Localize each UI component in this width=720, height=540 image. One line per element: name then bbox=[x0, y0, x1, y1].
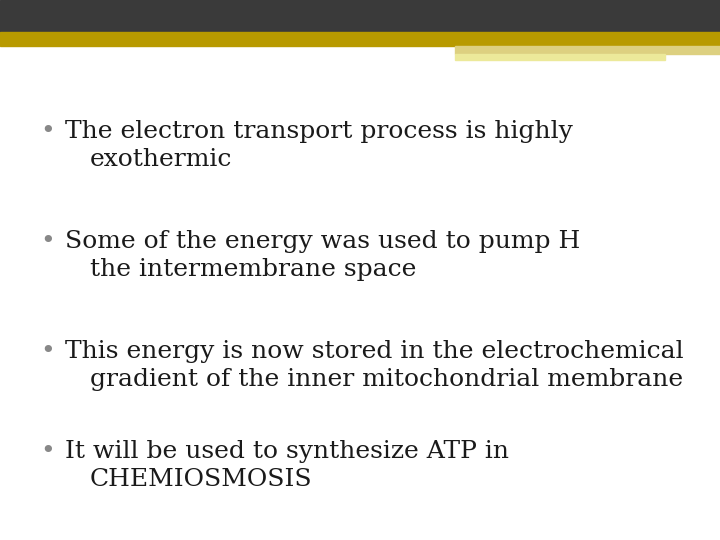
Bar bbox=[0, 32, 720, 46]
Text: Some of the energy was used to pump H: Some of the energy was used to pump H bbox=[65, 230, 580, 253]
Text: It will be used to synthesize ATP in: It will be used to synthesize ATP in bbox=[65, 440, 509, 463]
Text: •: • bbox=[40, 230, 55, 253]
Text: CHEMIOSMOSIS: CHEMIOSMOSIS bbox=[90, 468, 312, 491]
Text: •: • bbox=[40, 440, 55, 463]
Text: •: • bbox=[40, 340, 55, 363]
Bar bbox=[0, 0, 720, 32]
Text: •: • bbox=[40, 120, 55, 143]
Text: gradient of the inner mitochondrial membrane: gradient of the inner mitochondrial memb… bbox=[90, 368, 683, 391]
Text: The electron transport process is highly: The electron transport process is highly bbox=[65, 120, 573, 143]
Bar bbox=[455, 46, 720, 54]
Text: exothermic: exothermic bbox=[90, 148, 233, 171]
Text: the intermembrane space: the intermembrane space bbox=[90, 258, 416, 281]
Text: This energy is now stored in the electrochemical: This energy is now stored in the electro… bbox=[65, 340, 683, 363]
Bar bbox=[455, 54, 665, 60]
